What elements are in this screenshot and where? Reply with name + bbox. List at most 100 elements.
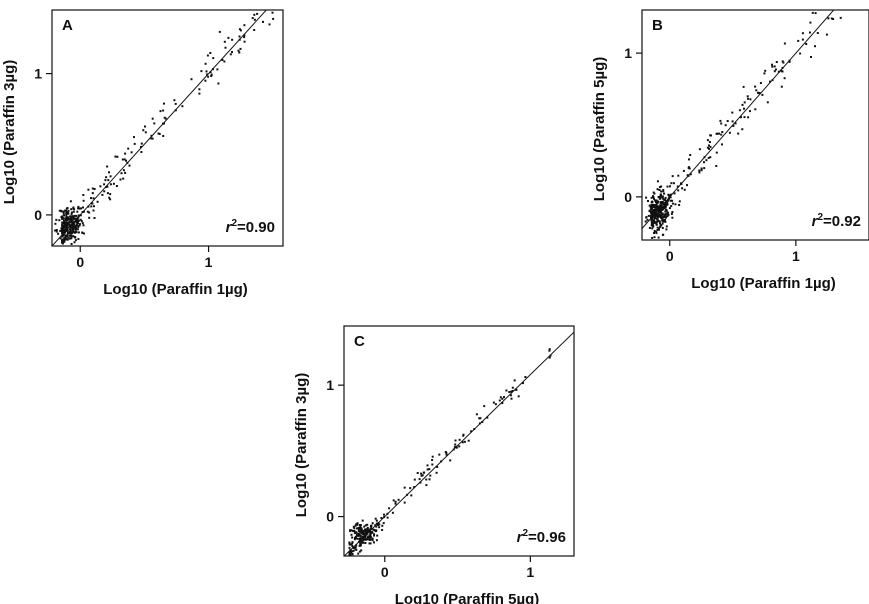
data-point: [809, 21, 812, 24]
data-point: [825, 33, 828, 36]
data-point: [371, 537, 374, 540]
data-point: [351, 550, 354, 553]
data-point: [676, 185, 679, 188]
data-point: [501, 402, 504, 404]
data-point: [77, 238, 80, 240]
data-point: [75, 228, 78, 230]
data-point: [142, 129, 145, 132]
data-point: [435, 471, 438, 474]
data-point: [671, 211, 674, 213]
data-point: [66, 238, 69, 241]
data-point: [659, 205, 662, 208]
data-point: [238, 35, 241, 38]
data-point: [361, 519, 364, 522]
data-point: [664, 220, 667, 223]
regression-line: [344, 331, 574, 556]
data-point: [140, 145, 142, 148]
data-point: [814, 45, 816, 48]
data-point: [151, 117, 154, 120]
data-point: [227, 36, 230, 39]
r-symbol: r: [812, 213, 819, 230]
data-point: [505, 389, 508, 392]
data-point: [229, 53, 232, 56]
data-point: [359, 544, 362, 547]
data-point: [349, 529, 352, 532]
data-point: [492, 401, 495, 404]
data-point: [698, 148, 701, 151]
data-point: [358, 550, 361, 553]
data-point: [107, 179, 110, 182]
data-point: [688, 158, 690, 161]
data-point: [243, 40, 246, 43]
data-point: [653, 230, 656, 232]
data-point: [781, 60, 784, 63]
data-point: [658, 197, 661, 200]
data-point: [653, 221, 656, 224]
data-point: [416, 472, 419, 474]
data-point: [708, 144, 710, 147]
data-point: [77, 219, 80, 222]
data-point: [666, 215, 669, 218]
data-point: [655, 203, 658, 206]
data-point: [653, 216, 656, 219]
data-point: [366, 530, 369, 533]
data-point: [669, 196, 672, 199]
data-point: [354, 524, 357, 527]
data-point: [122, 177, 125, 180]
data-point: [827, 17, 830, 20]
data-point: [654, 210, 657, 213]
data-point: [243, 24, 246, 27]
r-superscript: 2: [522, 528, 528, 539]
data-point: [73, 208, 76, 211]
data-point: [425, 478, 428, 481]
data-point: [397, 498, 400, 501]
data-point: [66, 212, 69, 215]
data-point: [431, 455, 434, 458]
y-tick-label: 0: [34, 207, 42, 223]
data-point: [361, 539, 363, 542]
data-point: [658, 215, 661, 218]
data-point: [83, 232, 85, 235]
data-point: [65, 225, 68, 228]
data-point: [92, 197, 95, 200]
data-point: [658, 220, 661, 223]
data-point: [652, 205, 655, 208]
data-point: [650, 224, 653, 227]
data-point: [463, 440, 466, 443]
data-point: [360, 541, 363, 544]
data-point: [720, 133, 723, 136]
data-point: [394, 502, 397, 505]
data-point: [839, 16, 842, 19]
data-point: [55, 230, 58, 233]
data-point: [76, 210, 79, 213]
data-point: [449, 459, 452, 462]
data-point: [70, 211, 73, 214]
data-point: [454, 443, 457, 446]
r-squared-value: =0.90: [237, 219, 275, 236]
data-point: [124, 152, 127, 155]
data-point: [91, 192, 94, 195]
data-point: [55, 218, 58, 221]
data-point: [658, 228, 660, 231]
data-point: [709, 145, 712, 148]
data-point: [773, 65, 776, 68]
data-point: [360, 528, 363, 531]
data-point: [66, 235, 69, 238]
data-point: [60, 210, 63, 213]
data-point: [662, 220, 665, 223]
data-point: [651, 223, 653, 225]
data-point: [510, 397, 513, 400]
data-point: [348, 546, 351, 549]
data-point: [478, 417, 481, 420]
data-point: [101, 193, 104, 196]
data-point: [348, 551, 351, 554]
data-point: [348, 541, 351, 544]
data-point: [356, 523, 359, 526]
data-point: [719, 119, 722, 122]
data-point: [371, 531, 374, 534]
data-point: [70, 243, 73, 245]
data-point: [76, 224, 79, 227]
data-point: [645, 216, 648, 219]
data-point: [662, 206, 665, 209]
data-point: [816, 32, 819, 34]
